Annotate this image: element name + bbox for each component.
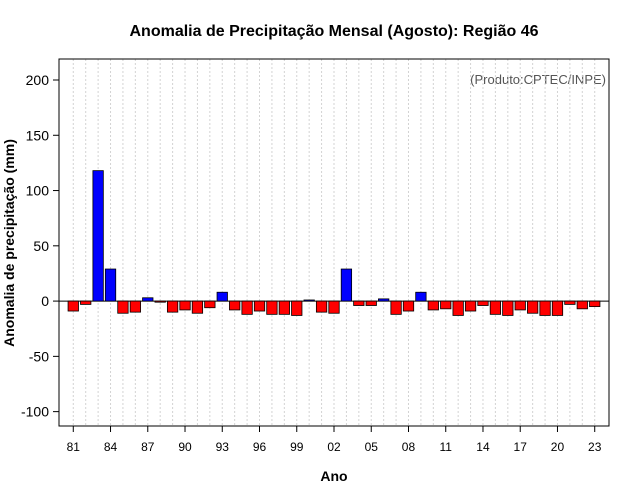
bar-13 xyxy=(464,300,477,312)
bar-19 xyxy=(539,300,551,316)
x-axis-title: Ano xyxy=(320,468,347,484)
bar-22 xyxy=(576,300,588,310)
bar-88 xyxy=(154,300,166,303)
bar-04 xyxy=(353,300,365,306)
x-tick-label: 81 xyxy=(67,440,81,454)
bar-87 xyxy=(142,297,154,302)
bar-82 xyxy=(80,300,92,305)
x-tick-label: 05 xyxy=(365,440,379,454)
x-tick-label: 84 xyxy=(104,440,118,454)
bar-93 xyxy=(216,291,228,302)
bar-89 xyxy=(166,300,179,313)
bar-21 xyxy=(564,300,576,305)
bar-08 xyxy=(402,300,415,312)
bar-90 xyxy=(179,300,191,311)
x-tick-label: 93 xyxy=(216,440,230,454)
y-tick-label: 50 xyxy=(33,238,49,254)
bar-20 xyxy=(551,300,564,316)
x-tick-label: 99 xyxy=(290,440,304,454)
bar-16 xyxy=(502,300,514,316)
bar-07 xyxy=(390,300,402,315)
bar-97 xyxy=(266,300,278,315)
bar-09 xyxy=(415,291,427,302)
bar-94 xyxy=(229,300,241,311)
y-tick-label: 200 xyxy=(26,72,50,88)
y-tick-label: -100 xyxy=(21,404,49,420)
x-tick-label: 87 xyxy=(141,440,155,454)
x-tick-label: 23 xyxy=(588,440,602,454)
bar-18 xyxy=(527,300,539,314)
y-axis-title: Anomalia de precipitação (mm) xyxy=(1,139,17,347)
x-tick-label: 96 xyxy=(253,440,267,454)
bar-96 xyxy=(253,300,266,312)
y-tick-label: -50 xyxy=(29,348,49,364)
bar-83 xyxy=(92,170,104,302)
bar-92 xyxy=(204,300,216,309)
bar-98 xyxy=(278,300,290,315)
bar-01 xyxy=(315,300,328,313)
chart-title: Anomalia de Precipitação Mensal (Agosto)… xyxy=(130,23,539,40)
bar-81 xyxy=(67,300,79,312)
x-tick-label: 08 xyxy=(402,440,416,454)
axes: -100 -50 0 50 100 150 200 81 84 87 90 93 96 99 02 05 08 1… xyxy=(21,58,610,454)
bar-23 xyxy=(589,300,601,308)
bar-15 xyxy=(489,300,502,315)
source-annotation: (Produto:CPTEC/INPE) xyxy=(470,72,606,87)
bar-03 xyxy=(340,268,353,302)
x-tick-label: 17 xyxy=(514,440,528,454)
x-tick-label: 11 xyxy=(440,440,453,454)
bar-14 xyxy=(477,300,489,306)
bar-95 xyxy=(241,300,253,315)
bar-99 xyxy=(291,300,303,316)
bar-84 xyxy=(104,268,117,302)
bar-17 xyxy=(514,300,526,311)
bars xyxy=(67,170,601,316)
bar-10 xyxy=(427,300,439,311)
y-tick-label: 100 xyxy=(26,183,50,199)
y-tick-label: 0 xyxy=(41,293,49,309)
bar-12 xyxy=(452,300,464,316)
bar-86 xyxy=(129,300,141,313)
grid-lines xyxy=(59,59,609,426)
y-tick-label: 150 xyxy=(26,127,50,143)
plot-frame xyxy=(58,58,610,427)
x-tick-label: 20 xyxy=(551,440,565,454)
bar-85 xyxy=(117,300,129,314)
bar-11 xyxy=(440,300,452,310)
bar-91 xyxy=(191,300,204,314)
bar-05 xyxy=(365,300,377,306)
x-tick-label: 14 xyxy=(476,440,490,454)
bar-06 xyxy=(378,298,390,302)
bar-00 xyxy=(303,299,315,302)
x-tick-label: 90 xyxy=(178,440,192,454)
x-tick-label: 02 xyxy=(327,440,341,454)
bar-02 xyxy=(328,300,340,314)
